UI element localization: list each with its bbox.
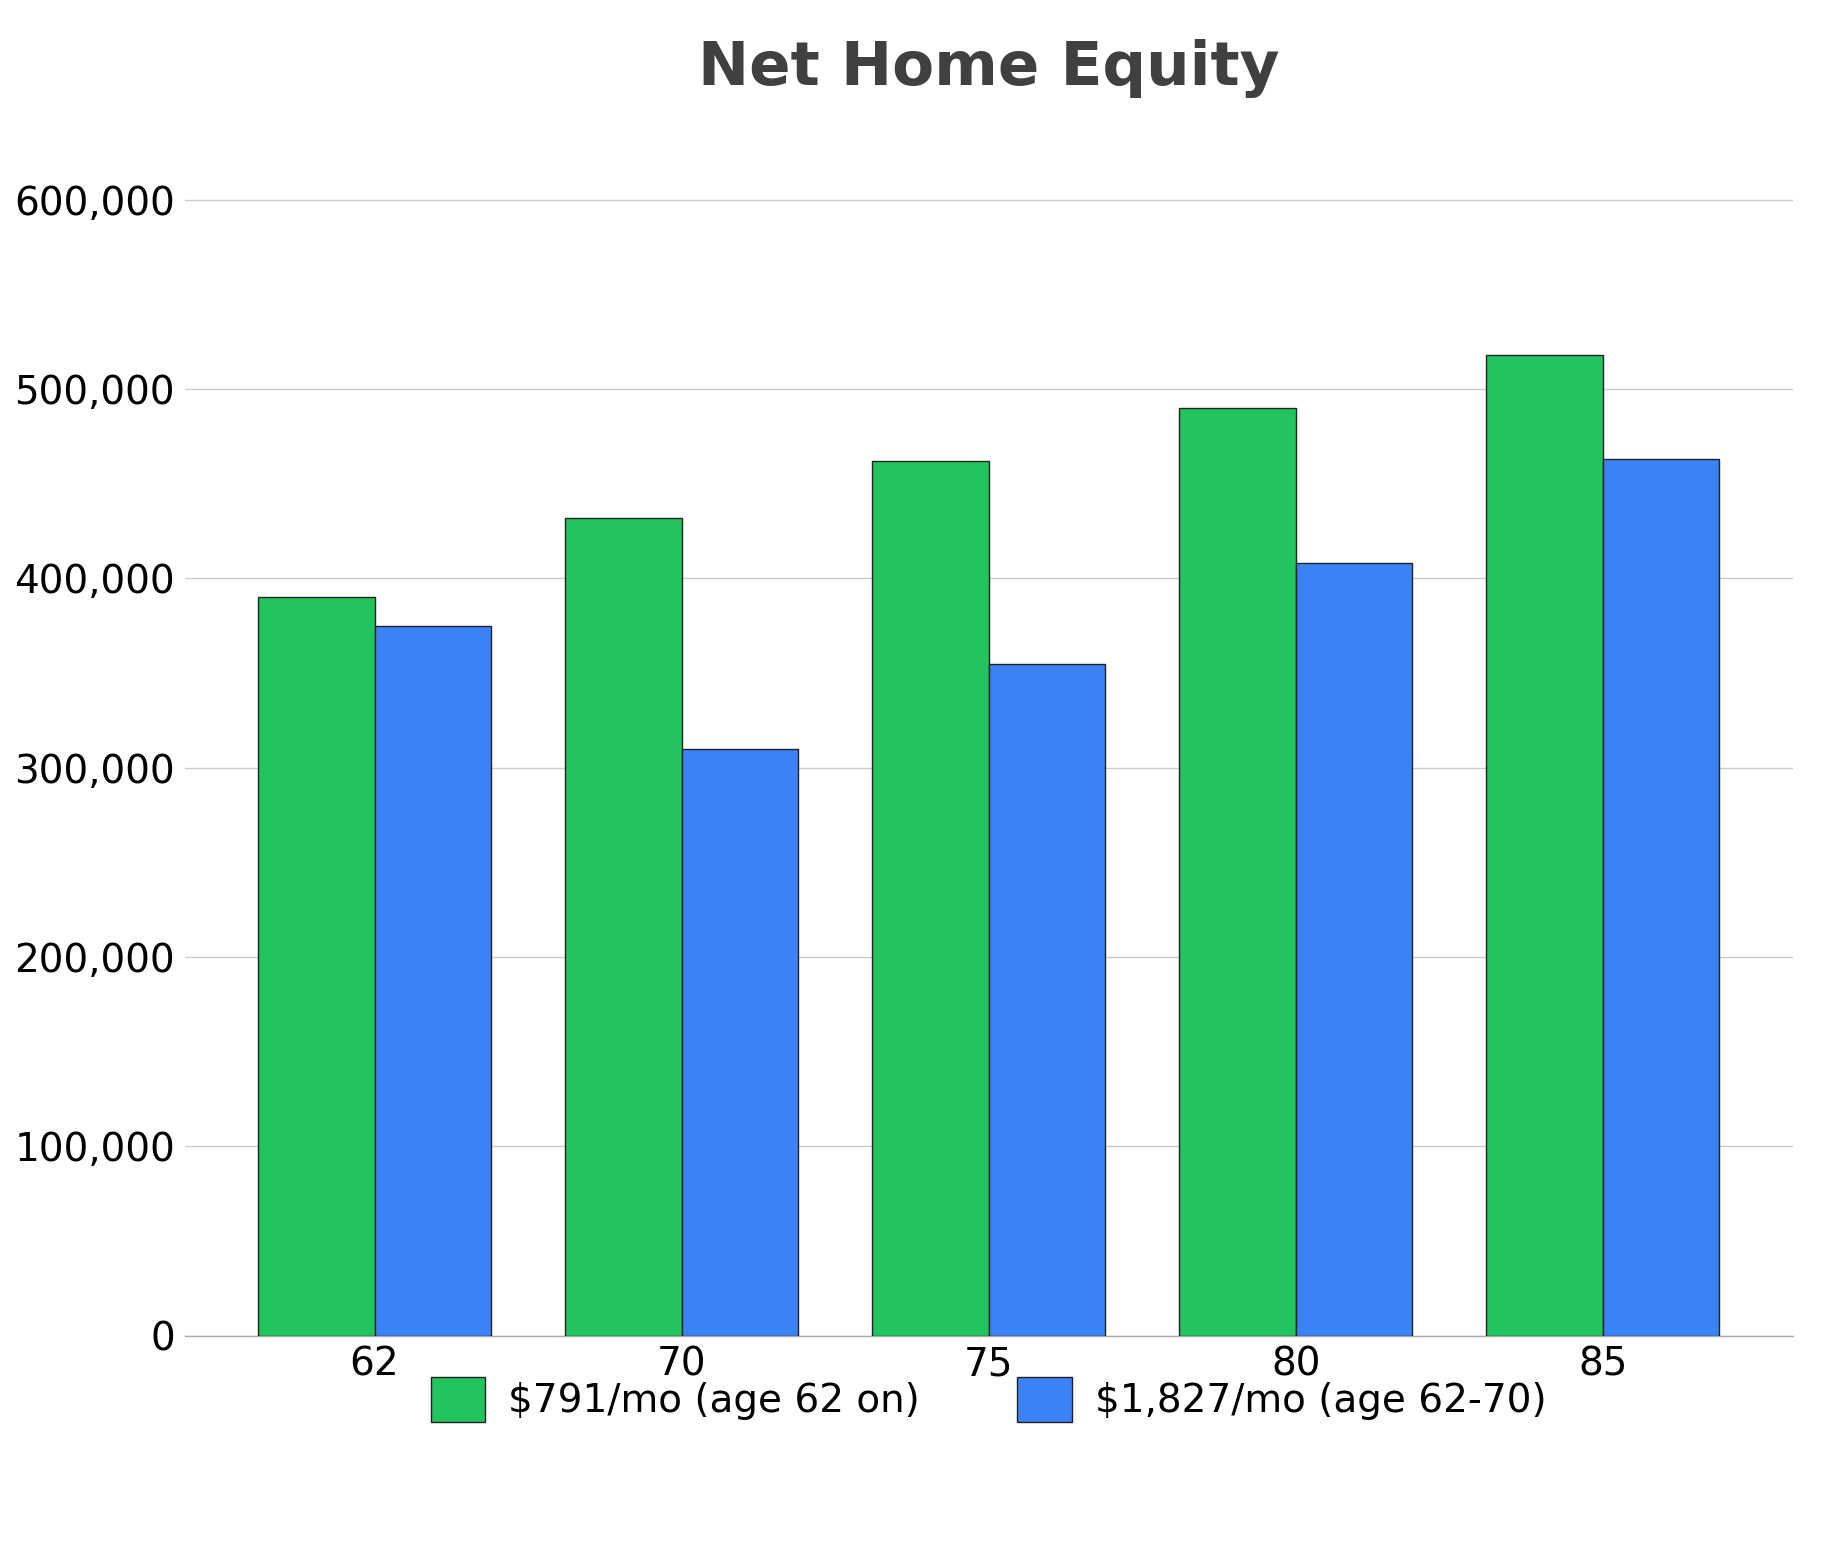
Bar bbox=[1602, 460, 1719, 1336]
Bar bbox=[872, 461, 989, 1336]
Bar bbox=[565, 519, 682, 1336]
Bar bbox=[259, 598, 375, 1336]
Bar bbox=[375, 626, 492, 1336]
Bar bbox=[682, 749, 798, 1336]
Bar bbox=[1295, 564, 1412, 1336]
Bar bbox=[1179, 408, 1295, 1336]
Legend: $791/mo (age 62 on), $1,827/mo (age 62-70): $791/mo (age 62 on), $1,827/mo (age 62-7… bbox=[416, 1362, 1562, 1437]
Bar bbox=[989, 663, 1105, 1336]
Title: Net Home Equity: Net Home Equity bbox=[699, 39, 1279, 98]
Bar bbox=[1486, 356, 1602, 1336]
